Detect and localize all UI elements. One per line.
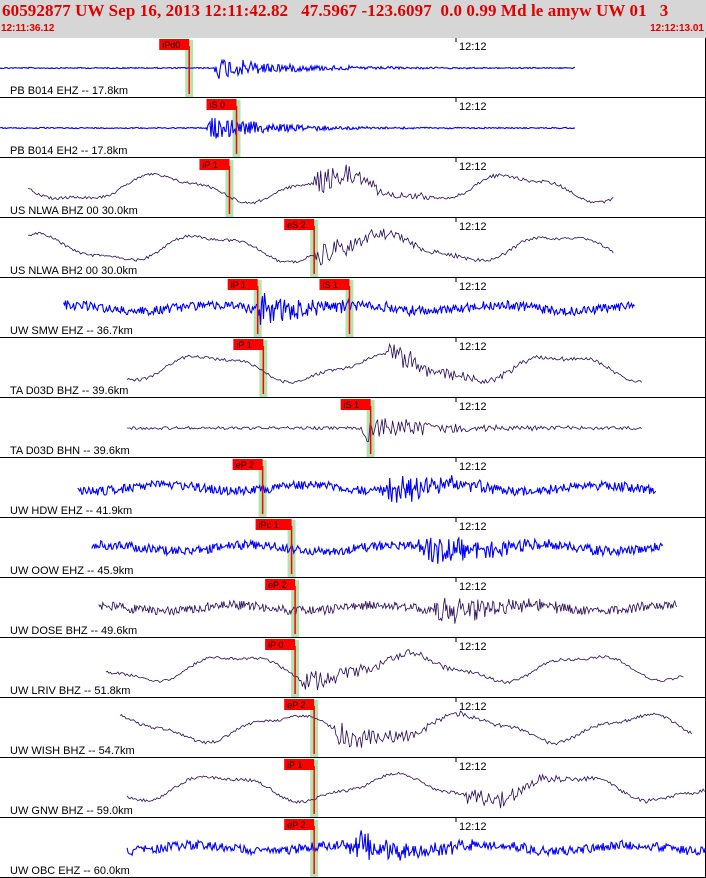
station-label: UW DOSE BHZ -- 49.6km xyxy=(10,625,137,637)
seismogram-canvas[interactable]: 12:12 iPd0 PB B014 EHZ -- 17.8km 12:12 iS 0 P… xyxy=(0,38,706,878)
station-label: UW GNW BHZ -- 59.0km xyxy=(10,805,133,817)
trace-panel[interactable]: 12:12 iP 0 UW LRIV BHZ -- 51.8km xyxy=(0,638,706,698)
minute-label: 12:12 xyxy=(459,761,487,773)
pick-label: iS 1 xyxy=(322,280,338,290)
minute-label: 12:12 xyxy=(459,161,487,173)
pick-flag[interactable] xyxy=(284,819,315,830)
pick-label: iP 1 xyxy=(236,340,251,350)
waveform xyxy=(91,536,664,564)
pick-label: iP 1 xyxy=(287,760,302,770)
minute-label: 12:12 xyxy=(459,341,487,353)
minute-label: 12:12 xyxy=(459,41,487,53)
minute-label: 12:12 xyxy=(459,461,487,473)
trace-panel[interactable]: 12:12 iP 1 TA D03D BHZ -- 39.6km xyxy=(0,338,706,398)
trace-panel[interactable]: 12:12 iS 0 PB B014 EH2 -- 17.8km xyxy=(0,98,706,158)
station-label: TA D03D BHZ -- 39.6km xyxy=(10,385,128,397)
waveform xyxy=(126,771,705,809)
pick-flag[interactable] xyxy=(284,759,315,770)
trace-panel[interactable]: 12:12 eP 2 UW DOSE BHZ -- 49.6km xyxy=(0,578,706,638)
waveform xyxy=(28,228,614,266)
minute-label: 12:12 xyxy=(459,221,487,233)
trace-panel[interactable]: 12:12 iP 1 US NLWA BHZ 00 30.0km xyxy=(0,158,706,218)
event-title: 60592877 UW Sep 16, 2013 12:11:42.82 47.… xyxy=(2,1,669,20)
pick-label: iP 1 xyxy=(202,160,217,170)
event-header: 60592877 UW Sep 16, 2013 12:11:42.82 47.… xyxy=(0,0,706,38)
station-label: TA D03D BHN -- 39.6km xyxy=(10,445,130,457)
station-label: US NLWA BHZ 00 30.0km xyxy=(10,205,138,217)
station-label: PB B014 EH2 -- 17.8km xyxy=(10,145,127,157)
station-label: PB B014 EHZ -- 17.8km xyxy=(10,85,128,97)
pick-label: iPc 1 xyxy=(259,520,279,530)
station-label: US NLWA BH2 00 30.0km xyxy=(10,265,137,277)
pick-flag[interactable] xyxy=(232,459,263,470)
trace-panel[interactable]: 12:12 eP 2 UW HDW EHZ -- 41.9km xyxy=(0,458,706,518)
waveform xyxy=(28,164,614,205)
trace-panel[interactable]: 12:12 iP 1 UW GNW BHZ -- 59.0km xyxy=(0,758,706,818)
station-label: UW OBC EHZ -- 60.0km xyxy=(10,865,130,877)
station-label: UW WISH BHZ -- 54.7km xyxy=(10,745,135,757)
waveform xyxy=(98,597,678,624)
minute-label: 12:12 xyxy=(459,521,487,533)
trace-panel[interactable]: 12:12 iS 1 TA D03D BHN -- 39.6km xyxy=(0,398,706,458)
minute-label: 12:12 xyxy=(459,581,487,593)
pick-flag[interactable] xyxy=(284,699,315,710)
pick-flag[interactable] xyxy=(340,399,371,410)
station-label: UW HDW EHZ -- 41.9km xyxy=(10,505,132,517)
pick-label: eP 2 xyxy=(268,580,286,590)
trace-panel[interactable]: 12:12 iP 1 iS 1 UW SMW EHZ -- 36.7km xyxy=(0,278,706,338)
trace-panel[interactable]: 12:12 eP 2 UW OBC EHZ -- 60.0km xyxy=(0,818,706,878)
minute-label: 12:12 xyxy=(459,701,487,713)
waveform xyxy=(105,649,684,691)
minute-label: 12:12 xyxy=(459,821,487,833)
pick-flag[interactable] xyxy=(265,639,296,650)
pick-flag[interactable] xyxy=(233,339,264,350)
trace-panel[interactable]: 12:12 iPc 1 UW OOW EHZ -- 45.9km xyxy=(0,518,706,578)
pick-label: iPd0 xyxy=(162,40,180,50)
seismogram-panels: 12:12 iPd0 PB B014 EHZ -- 17.8km 12:12 iS 0 P… xyxy=(0,38,706,878)
pick-label: iP 1 xyxy=(231,280,246,290)
minute-label: 12:12 xyxy=(459,401,487,413)
station-label: UW SMW EHZ -- 36.7km xyxy=(10,325,133,337)
pick-label: iP 0 xyxy=(268,640,283,650)
pick-flag[interactable] xyxy=(159,39,190,50)
pick-flag[interactable] xyxy=(227,279,258,290)
waveform xyxy=(126,342,642,385)
station-label: UW OOW EHZ -- 45.9km xyxy=(10,565,133,577)
pick-label: iS 0 xyxy=(210,100,226,110)
trace-panel[interactable]: 12:12 eS 2 US NLWA BH2 00 30.0km xyxy=(0,218,706,278)
pick-flag[interactable] xyxy=(265,579,296,590)
pick-flag[interactable] xyxy=(206,99,237,110)
waveform xyxy=(119,710,692,748)
minute-label: 12:12 xyxy=(459,281,487,293)
waveform xyxy=(77,475,657,503)
pick-label: eP 2 xyxy=(287,700,305,710)
pick-label: iS 1 xyxy=(344,400,360,410)
pick-flag[interactable] xyxy=(284,219,315,230)
waveform xyxy=(127,418,642,442)
waveform xyxy=(126,830,706,861)
waveform xyxy=(0,58,575,79)
window-start-time: 12:11:36.12 xyxy=(1,23,55,34)
window-end-time: 12:12:13.01 xyxy=(650,23,704,34)
pick-flag[interactable] xyxy=(199,159,230,170)
waveform xyxy=(0,118,576,139)
trace-panel[interactable]: 12:12 iPd0 PB B014 EHZ -- 17.8km xyxy=(0,38,706,98)
pick-flag[interactable] xyxy=(319,279,350,290)
pick-label: eP 2 xyxy=(236,460,254,470)
pick-label: eS 2 xyxy=(287,220,306,230)
minute-label: 12:12 xyxy=(459,641,487,653)
pick-label: eP 2 xyxy=(287,820,305,830)
minute-label: 12:12 xyxy=(459,101,487,113)
pick-flag[interactable] xyxy=(255,519,292,530)
trace-panel[interactable]: 12:12 eP 2 UW WISH BHZ -- 54.7km xyxy=(0,698,706,758)
station-label: UW LRIV BHZ -- 51.8km xyxy=(10,685,130,697)
